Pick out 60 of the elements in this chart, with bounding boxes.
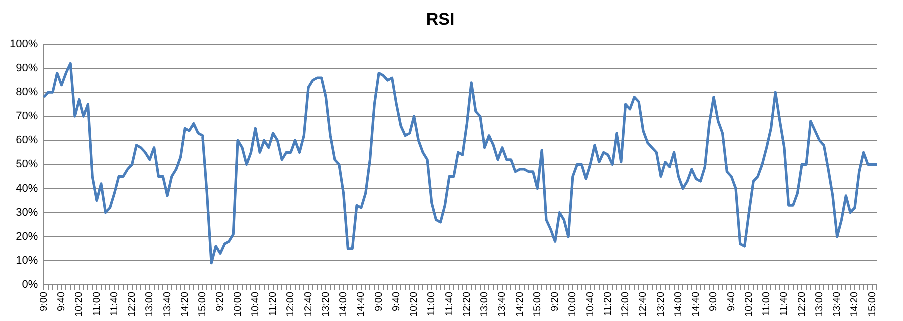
- x-tick-label: 13:20: [320, 292, 332, 318]
- x-tick-label: 9:20: [550, 292, 562, 312]
- x-tick-label: 12:20: [127, 292, 138, 318]
- y-tick-label: 10%: [16, 254, 38, 267]
- x-tick-label: 13:20: [656, 292, 667, 318]
- x-tick-label: 10:00: [232, 292, 244, 318]
- x-tick-label: 11:40: [444, 292, 456, 316]
- x-tick-label: 14:20: [514, 292, 526, 318]
- y-tick-label: 60%: [16, 134, 38, 147]
- x-tick-label: 13:00: [814, 292, 826, 318]
- x-tick-label: 9:40: [726, 292, 738, 312]
- y-tick-label: 100%: [10, 38, 38, 50]
- y-tick-label: 20%: [16, 230, 38, 243]
- x-tick-label: 13:40: [497, 292, 508, 318]
- x-tick-label: 12:00: [620, 292, 632, 318]
- x-tick-label: 15:00: [532, 292, 544, 318]
- x-tick-label: 15:00: [867, 292, 878, 318]
- x-tick-label: 14:00: [338, 292, 350, 318]
- x-tick-label: 9:40: [391, 292, 402, 312]
- x-tick-label: 12:40: [638, 292, 650, 318]
- x-tick-label: 9:40: [56, 292, 68, 312]
- x-tick-label: 14:20: [850, 292, 861, 318]
- x-tick-label: 13:40: [162, 292, 174, 318]
- x-tick-label: 14:40: [691, 292, 702, 318]
- x-tick-label: 12:40: [303, 292, 314, 318]
- y-tick-label: 70%: [16, 110, 38, 123]
- x-tick-label: 12:20: [796, 292, 808, 318]
- x-tick-label: 10:40: [250, 292, 262, 318]
- y-tick-label: 0%: [22, 279, 38, 292]
- x-tick-label: 9:20: [215, 292, 226, 312]
- x-tick-label: 10:20: [744, 292, 755, 318]
- y-tick-label: 30%: [16, 206, 38, 219]
- x-tick-label: 14:20: [180, 292, 191, 318]
- y-tick-label: 50%: [16, 158, 38, 171]
- x-tick-label: 10:20: [409, 292, 420, 318]
- chart-title: RSI: [426, 10, 455, 29]
- x-tick-label: 11:40: [109, 292, 120, 316]
- x-tick-label: 13:00: [144, 292, 156, 318]
- x-tick-label: 14:40: [356, 292, 368, 318]
- x-tick-label: 11:00: [426, 292, 438, 316]
- y-tick-label: 90%: [16, 62, 38, 74]
- x-tick-label: 9:00: [38, 292, 50, 312]
- y-tick-label: 40%: [16, 182, 38, 195]
- x-tick-label: 12:00: [286, 292, 297, 318]
- x-tick-label: 9:00: [374, 292, 385, 312]
- x-tick-label: 11:20: [602, 292, 614, 316]
- x-tick-label: 10:00: [568, 292, 579, 318]
- x-tick-label: 9:00: [708, 292, 720, 312]
- x-tick-label: 12:20: [462, 292, 473, 318]
- y-tick-label: 80%: [16, 86, 38, 99]
- x-tick-label: 13:40: [832, 292, 844, 318]
- x-tick-label: 10:20: [74, 292, 86, 318]
- x-tick-label: 10:40: [585, 292, 596, 318]
- x-tick-label: 11:00: [92, 292, 103, 316]
- x-tick-label: 15:00: [198, 292, 209, 318]
- x-tick-label: 14:00: [673, 292, 684, 318]
- x-tick-label: 11:00: [762, 292, 773, 316]
- x-tick-label: 13:00: [480, 292, 491, 318]
- x-tick-label: 11:40: [779, 292, 790, 316]
- x-tick-label: 11:20: [268, 292, 280, 316]
